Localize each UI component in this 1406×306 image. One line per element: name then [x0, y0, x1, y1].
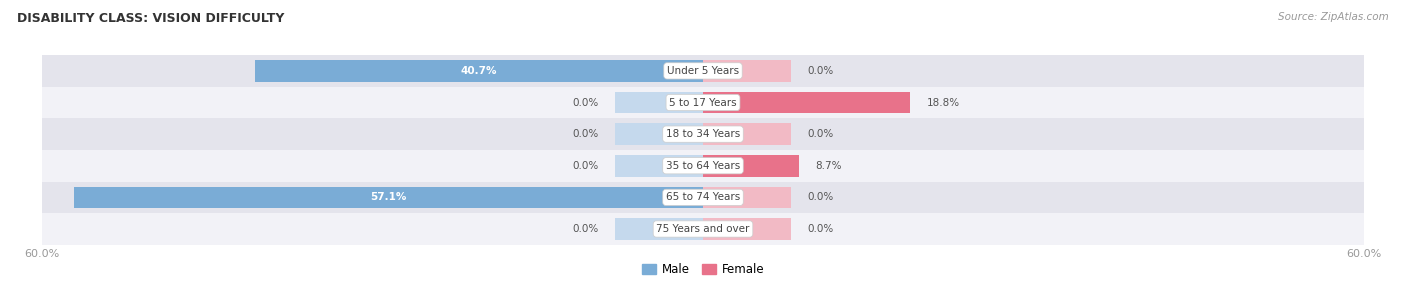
Text: 0.0%: 0.0% — [807, 129, 834, 139]
Text: 18.8%: 18.8% — [927, 98, 960, 107]
Text: 0.0%: 0.0% — [572, 98, 599, 107]
Text: 0.0%: 0.0% — [807, 224, 834, 234]
Bar — [614, 123, 703, 145]
Bar — [42, 213, 1364, 245]
Bar — [703, 123, 792, 145]
Bar — [703, 92, 910, 113]
Bar — [614, 155, 703, 177]
Text: 75 Years and over: 75 Years and over — [657, 224, 749, 234]
Bar — [254, 60, 703, 82]
Text: 5 to 17 Years: 5 to 17 Years — [669, 98, 737, 107]
Bar — [42, 55, 1364, 87]
Text: DISABILITY CLASS: VISION DIFFICULTY: DISABILITY CLASS: VISION DIFFICULTY — [17, 12, 284, 25]
Text: Under 5 Years: Under 5 Years — [666, 66, 740, 76]
Text: 0.0%: 0.0% — [807, 66, 834, 76]
Bar — [75, 187, 703, 208]
Text: 8.7%: 8.7% — [815, 161, 842, 171]
Text: 40.7%: 40.7% — [461, 66, 498, 76]
Text: 0.0%: 0.0% — [807, 192, 834, 202]
Legend: Male, Female: Male, Female — [637, 258, 769, 281]
Bar — [42, 181, 1364, 213]
Bar — [614, 92, 703, 113]
Text: 35 to 64 Years: 35 to 64 Years — [666, 161, 740, 171]
Bar — [42, 150, 1364, 181]
Text: 57.1%: 57.1% — [370, 192, 406, 202]
Bar — [703, 187, 792, 208]
Bar — [703, 155, 799, 177]
Text: 0.0%: 0.0% — [572, 224, 599, 234]
Text: 0.0%: 0.0% — [572, 161, 599, 171]
Bar — [42, 118, 1364, 150]
Bar — [703, 218, 792, 240]
Bar — [42, 87, 1364, 118]
Text: 65 to 74 Years: 65 to 74 Years — [666, 192, 740, 202]
Text: 0.0%: 0.0% — [572, 129, 599, 139]
Text: 18 to 34 Years: 18 to 34 Years — [666, 129, 740, 139]
Text: Source: ZipAtlas.com: Source: ZipAtlas.com — [1278, 12, 1389, 22]
Bar — [614, 218, 703, 240]
Bar — [703, 60, 792, 82]
